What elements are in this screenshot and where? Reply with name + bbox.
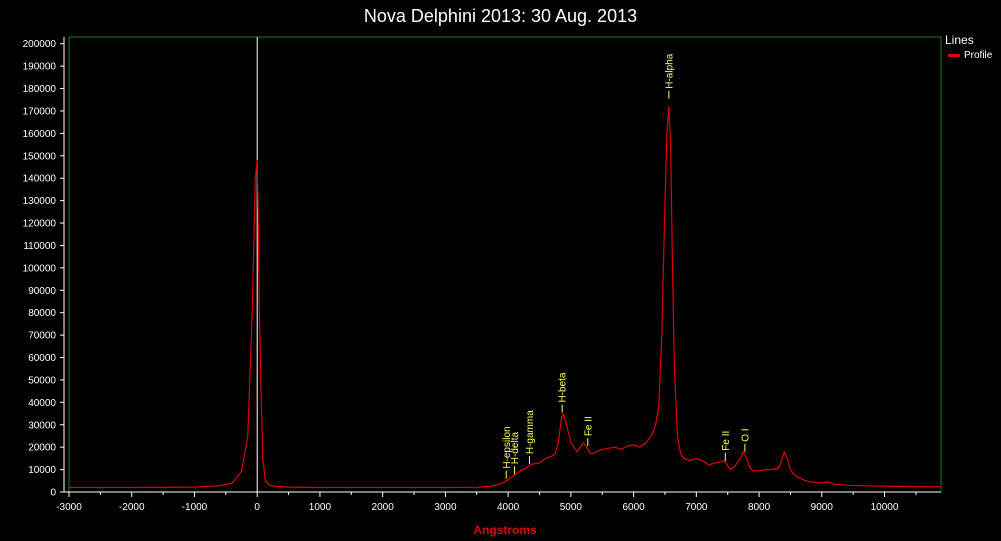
y-tick-label: 60000: [28, 353, 56, 364]
y-tick-label: 110000: [23, 241, 56, 252]
chart-title: Nova Delphini 2013: 30 Aug. 2013: [363, 6, 638, 26]
x-tick-label: 4000: [497, 502, 520, 513]
y-tick-label: 180000: [23, 84, 57, 95]
x-tick-label: -3000: [56, 502, 82, 513]
y-tick-label: 0: [50, 488, 56, 499]
y-tick-label: 200000: [23, 39, 57, 50]
y-tick-label: 30000: [28, 420, 56, 431]
annotation-label: Fe II: [583, 416, 594, 436]
legend: Lines Profile: [945, 33, 1001, 61]
y-tick-label: 150000: [23, 151, 57, 162]
legend-swatch: [948, 53, 960, 57]
annotation-label: H-delta: [510, 432, 521, 465]
series-line-profile: [69, 105, 942, 489]
y-tick-label: 40000: [28, 398, 56, 409]
y-tick-label: 10000: [28, 465, 56, 476]
x-tick-label: 1000: [309, 502, 332, 513]
x-tick-label: -2000: [119, 502, 145, 513]
y-axis-ticks: 0 10000 20000 30000 40000 50000 60000 70000 8000…: [23, 39, 64, 499]
x-axis-ticks: -3000 -2000 -1000 0 1000 2000 3000 4000 5000 6000…: [56, 492, 917, 513]
y-tick-label: 190000: [23, 62, 57, 73]
y-tick-label: 90000: [28, 286, 56, 297]
y-tick-label: 160000: [23, 129, 57, 140]
x-axis-label: Angstroms: [473, 523, 537, 537]
annotation-label: Fe II: [721, 431, 732, 451]
series-group: [69, 105, 942, 489]
x-tick-label: -1000: [182, 502, 208, 513]
y-tick-label: 50000: [28, 375, 56, 386]
y-tick-label: 120000: [23, 219, 57, 230]
annotation-label: H-gamma: [525, 410, 536, 454]
plot-frame: [68, 36, 942, 493]
y-tick-label: 130000: [23, 196, 57, 207]
y-tick-label: 20000: [28, 443, 56, 454]
annotation-label: H-epsilon: [502, 426, 513, 468]
x-tick-label: 3000: [434, 502, 457, 513]
y-tick-label: 80000: [28, 308, 56, 319]
x-tick-label: 5000: [560, 502, 583, 513]
x-tick-label: 2000: [372, 502, 395, 513]
legend-item-profile: Profile: [945, 50, 1001, 61]
x-tick-label: 6000: [622, 502, 645, 513]
x-tick-label: 0: [254, 502, 260, 513]
x-tick-label: 9000: [811, 502, 834, 513]
annotation-label: O I: [740, 428, 751, 441]
x-tick-label: 8000: [748, 502, 771, 513]
x-tick-label: 7000: [685, 502, 708, 513]
annotation-label: H-beta: [558, 372, 569, 402]
y-tick-label: 70000: [28, 331, 56, 342]
legend-label: Profile: [964, 50, 993, 61]
legend-title: Lines: [945, 33, 974, 47]
annotation-label: H-alpha: [664, 53, 675, 88]
y-tick-label: 140000: [23, 174, 57, 185]
x-tick-label: 10000: [871, 502, 899, 513]
y-tick-label: 100000: [23, 263, 57, 274]
y-tick-label: 170000: [23, 106, 57, 117]
